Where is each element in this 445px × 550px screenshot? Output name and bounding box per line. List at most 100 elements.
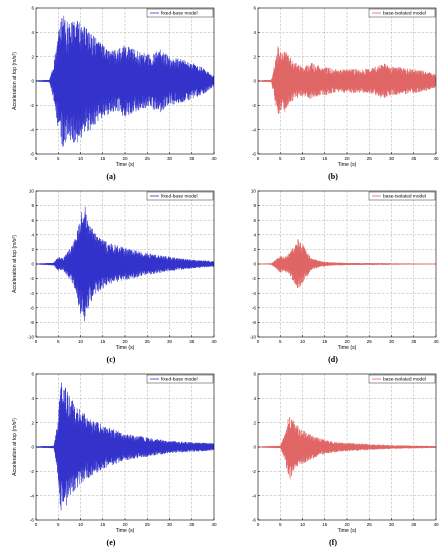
chart-panel-e: 0 5 10 15 20 25 30 35 40 -6 -4 -2 0 2 4 6 Time (s) Accele… xyxy=(0,366,222,549)
chart-panel-b: 0 5 10 15 20 25 30 35 40 -6 -4 -2 0 2 4 6 Time (s) base-i… xyxy=(222,0,444,183)
x-tick-label: 25 xyxy=(145,339,151,344)
x-tick-label: 20 xyxy=(344,156,350,161)
y-tick-label: -2 xyxy=(252,276,257,281)
series-line-d xyxy=(258,239,436,288)
x-tick-label: 20 xyxy=(344,522,350,527)
x-axis-label: Time (s) xyxy=(116,528,135,534)
x-tick-label: 40 xyxy=(211,339,217,344)
panel-label-e: (e) xyxy=(106,538,116,547)
x-tick-label: 5 xyxy=(57,339,60,344)
y-tick-label: 6 xyxy=(253,6,256,11)
x-tick-label: 5 xyxy=(279,339,282,344)
chart-e-svg: 0 5 10 15 20 25 30 35 40 -6 -4 -2 0 2 4 6 Time (s) Accele… xyxy=(12,372,217,534)
y-tick-label: 6 xyxy=(31,372,34,377)
x-tick-label: 30 xyxy=(167,156,173,161)
y-tick-label: 4 xyxy=(253,232,256,237)
x-tick-label: 35 xyxy=(411,339,417,344)
x-tick-label: 20 xyxy=(344,339,350,344)
panel-label-d: (d) xyxy=(328,355,338,364)
x-tick-label: 35 xyxy=(189,156,195,161)
x-tick-label: 15 xyxy=(322,156,328,161)
y-tick-label: -6 xyxy=(252,152,257,157)
y-tick-label: 2 xyxy=(253,420,256,425)
chart-c-svg: 0 5 10 15 20 25 30 35 40 -10 -8 -6 -4 -2 0 2 4 6 8 10 Time (… xyxy=(12,189,217,351)
x-tick-label: 5 xyxy=(279,522,282,527)
legend-label: fixed-base model xyxy=(161,377,198,383)
y-tick-label: -4 xyxy=(252,493,257,498)
y-tick-label: 0 xyxy=(253,79,256,84)
y-tick-label: -4 xyxy=(252,127,257,132)
y-tick-label: 2 xyxy=(31,54,34,59)
x-axis-label: Time (s) xyxy=(116,162,135,168)
y-tick-label: -6 xyxy=(252,305,257,310)
y-tick-label: 6 xyxy=(31,218,34,223)
y-tick-label: 0 xyxy=(31,445,34,450)
x-tick-label: 30 xyxy=(389,522,395,527)
x-tick-label: 30 xyxy=(167,339,173,344)
y-tick-label: 8 xyxy=(31,203,34,208)
legend-box xyxy=(146,191,214,201)
x-tick-label: 0 xyxy=(257,339,260,344)
panel-label-a: (a) xyxy=(106,172,116,181)
legend-box xyxy=(368,191,436,201)
x-tick-label: 15 xyxy=(322,339,328,344)
x-tick-label: 0 xyxy=(35,522,38,527)
x-axis-label: Time (s) xyxy=(116,345,135,351)
y-axis-label: Acceleration at top (m/s²) xyxy=(12,235,18,293)
x-tick-label: 10 xyxy=(78,339,84,344)
x-tick-label: 5 xyxy=(279,156,282,161)
x-tick-label: 35 xyxy=(411,156,417,161)
y-tick-label: 6 xyxy=(253,218,256,223)
series-line-a xyxy=(36,15,214,147)
x-tick-label: 10 xyxy=(78,156,84,161)
y-tick-label: -8 xyxy=(252,320,257,325)
y-tick-label: 4 xyxy=(31,30,34,35)
y-tick-label: 2 xyxy=(31,247,34,252)
x-axis-label: Time (s) xyxy=(338,528,357,534)
y-tick-label: -4 xyxy=(252,291,257,296)
y-tick-label: -4 xyxy=(30,493,35,498)
y-tick-label: 4 xyxy=(31,396,34,401)
chart-panel-a: 0 5 10 15 20 25 30 35 40 -6 -4 -2 0 2 4 6 Time (s) Accele… xyxy=(0,0,222,183)
y-tick-label: 0 xyxy=(253,262,256,267)
x-tick-label: 20 xyxy=(122,522,128,527)
x-tick-label: 40 xyxy=(211,522,217,527)
y-tick-label: 4 xyxy=(31,232,34,237)
x-tick-label: 15 xyxy=(100,156,106,161)
chart-panel-f: 0 5 10 15 20 25 30 35 40 -6 -4 -2 0 2 4 6 Time (s) base-i… xyxy=(222,366,444,549)
y-tick-label: 10 xyxy=(251,189,257,194)
y-tick-label: 0 xyxy=(31,79,34,84)
y-tick-label: 0 xyxy=(31,262,34,267)
x-tick-label: 5 xyxy=(57,522,60,527)
chart-panel-c: 0 5 10 15 20 25 30 35 40 -10 -8 -6 -4 -2 0 2 4 6 8 10 Time (… xyxy=(0,183,222,366)
x-tick-label: 15 xyxy=(100,522,106,527)
y-tick-label: -6 xyxy=(30,152,35,157)
x-tick-label: 20 xyxy=(122,339,128,344)
x-axis-label: Time (s) xyxy=(338,345,357,351)
legend-label: base-isolated model xyxy=(383,377,426,383)
chart-panel-d: 0 5 10 15 20 25 30 35 40 -10 -8 -6 -4 -2 0 2 4 6 8 10 Time (… xyxy=(222,183,444,366)
x-tick-label: 10 xyxy=(78,522,84,527)
series-line-c xyxy=(36,206,214,322)
panel-label-f: (f) xyxy=(329,538,337,547)
x-tick-label: 40 xyxy=(433,156,439,161)
y-tick-label: -6 xyxy=(30,518,35,523)
panel-label-c: (c) xyxy=(106,355,116,364)
y-tick-label: 4 xyxy=(253,396,256,401)
y-tick-label: -6 xyxy=(252,518,257,523)
y-tick-label: -2 xyxy=(30,103,35,108)
x-tick-label: 0 xyxy=(257,156,260,161)
x-tick-label: 30 xyxy=(389,339,395,344)
y-tick-label: 6 xyxy=(31,6,34,11)
x-tick-label: 40 xyxy=(433,522,439,527)
x-axis-label: Time (s) xyxy=(338,162,357,168)
y-tick-label: 4 xyxy=(253,30,256,35)
legend-box xyxy=(368,374,436,384)
chart-b-svg: 0 5 10 15 20 25 30 35 40 -6 -4 -2 0 2 4 6 Time (s) base-i… xyxy=(252,6,439,168)
chart-f-svg: 0 5 10 15 20 25 30 35 40 -6 -4 -2 0 2 4 6 Time (s) base-i… xyxy=(252,372,439,534)
series-line-b xyxy=(258,46,436,115)
x-tick-label: 35 xyxy=(189,522,195,527)
y-tick-label: 2 xyxy=(31,420,34,425)
chart-d-svg: 0 5 10 15 20 25 30 35 40 -10 -8 -6 -4 -2 0 2 4 6 8 10 Time (… xyxy=(249,189,439,351)
x-tick-label: 40 xyxy=(211,156,217,161)
